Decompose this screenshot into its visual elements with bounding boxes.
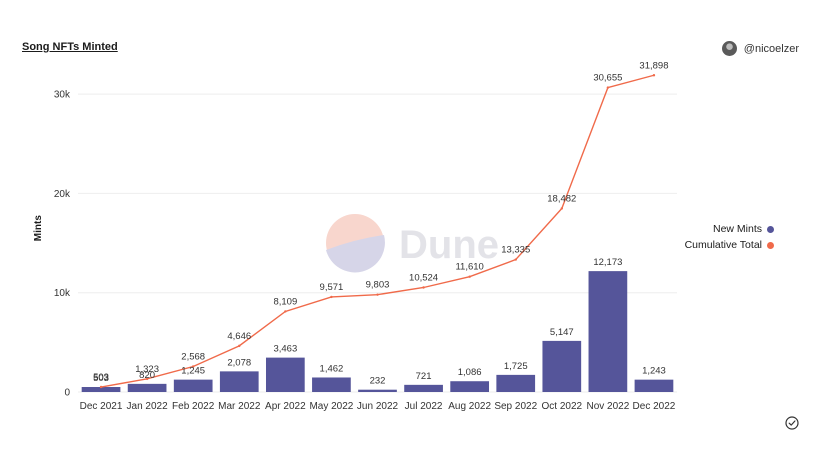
cumulative-value-label: 18,482 (547, 193, 576, 204)
cumulative-value-label: 8,109 (273, 296, 297, 307)
legend-item-cumulative-total[interactable]: Cumulative Total (685, 237, 774, 253)
bar-value-label: 1,245 (181, 366, 205, 377)
cumulative-point[interactable] (191, 365, 195, 368)
cumulative-point[interactable] (376, 293, 379, 296)
legend: New Mints Cumulative Total (685, 221, 774, 253)
cumulative-value-label: 503 (93, 372, 109, 383)
bar-new-mints[interactable] (496, 374, 536, 392)
bar-value-label: 3,463 (273, 344, 297, 355)
bar-value-label: 1,462 (320, 363, 344, 374)
cumulative-point[interactable] (468, 275, 471, 278)
bar-value-label: 1,243 (642, 366, 666, 377)
x-tick-label: Aug 2022 (448, 401, 491, 412)
bar-new-mints[interactable] (404, 384, 443, 392)
author-link[interactable]: @nicoelzer (721, 41, 799, 56)
legend-item-new-mints[interactable]: New Mints (685, 221, 774, 237)
cumulative-value-label: 10,524 (409, 272, 438, 283)
x-tick-label: Sep 2022 (494, 401, 537, 412)
bar-value-label: 1,086 (458, 367, 482, 378)
cumulative-value-label: 1,323 (135, 364, 159, 375)
x-tick-label: Jun 2022 (357, 401, 399, 412)
cumulative-point[interactable] (514, 258, 517, 261)
y-axis-label: Mints (33, 215, 44, 242)
x-tick-label: Jan 2022 (127, 401, 169, 412)
data-labels: 503 820 1,245 2,078 3,463 1,462 232 721 1,086 1,7… (93, 60, 668, 386)
cumulative-value-label: 2,568 (181, 351, 205, 362)
cumulative-line (99, 74, 656, 389)
legend-label-new-mints: New Mints (712, 223, 762, 235)
cumulative-point[interactable] (145, 377, 149, 381)
legend-dot-new-mints (767, 225, 774, 233)
bar-new-mints[interactable] (358, 389, 397, 392)
check-circle-icon[interactable] (785, 416, 799, 430)
bar-new-mints[interactable] (219, 371, 259, 392)
bar-value-label: 232 (370, 376, 386, 387)
cumulative-value-label: 31,898 (639, 60, 668, 71)
bar-value-label: 5,147 (550, 327, 574, 338)
y-tick-label: 30k (54, 90, 71, 101)
x-tick-label: Feb 2022 (172, 401, 215, 412)
new-mints-bars (81, 271, 674, 392)
x-tick-label: May 2022 (309, 401, 353, 412)
cumulative-value-label: 11,610 (455, 262, 483, 273)
cumulative-value-label: 9,803 (366, 280, 390, 291)
x-tick-label: Nov 2022 (586, 401, 629, 412)
legend-label-cumulative-total: Cumulative Total (684, 239, 762, 251)
bar-value-label: 721 (416, 371, 432, 382)
chart-title[interactable]: Song NFTs Minted (22, 41, 118, 53)
bar-new-mints[interactable] (127, 383, 167, 392)
bar-new-mints[interactable] (265, 357, 305, 392)
cumulative-point[interactable] (99, 385, 103, 389)
cumulative-point[interactable] (560, 207, 564, 210)
cumulative-point[interactable] (422, 286, 425, 289)
x-tick-label: Jul 2022 (405, 401, 443, 412)
bar-value-label: 1,725 (504, 361, 528, 372)
bar-new-mints[interactable] (81, 387, 121, 392)
cumulative-point[interactable] (238, 344, 241, 348)
cumulative-value-label: 4,646 (227, 331, 251, 342)
bar-new-mints[interactable] (173, 379, 213, 392)
bar-value-label: 2,078 (227, 357, 251, 368)
bar-new-mints[interactable] (588, 271, 628, 392)
x-tick-label: Oct 2022 (542, 401, 583, 412)
x-axis: Dec 2021 Jan 2022 Feb 2022 Mar 2022 Apr 2022… (80, 401, 676, 412)
x-tick-label: Apr 2022 (265, 401, 306, 412)
watermark-text: Dune (399, 223, 499, 267)
bar-new-mints[interactable] (542, 340, 582, 392)
x-tick-label: Mar 2022 (218, 401, 261, 412)
bar-new-mints[interactable] (634, 379, 674, 392)
cumulative-point[interactable] (606, 86, 610, 89)
y-tick-label: 0 (64, 388, 70, 399)
author-name: @nicoelzer (743, 42, 799, 55)
cumulative-point[interactable] (284, 310, 287, 313)
cumulative-value-label: 9,571 (320, 282, 344, 293)
cumulative-point[interactable] (652, 74, 656, 77)
x-tick-label: Dec 2022 (633, 401, 676, 412)
y-tick-label: 20k (54, 189, 71, 200)
cumulative-point[interactable] (330, 295, 333, 299)
watermark-logo-bottom (326, 235, 385, 273)
dune-watermark: Dune (326, 214, 499, 273)
legend-dot-cumulative-total (767, 241, 774, 249)
bar-value-label: 503 (93, 373, 109, 384)
bar-new-mints[interactable] (450, 381, 490, 392)
y-axis: 0 10k 20k 30k Mints (33, 90, 71, 399)
cumulative-value-label: 13,335 (501, 245, 530, 256)
bar-new-mints[interactable] (312, 377, 351, 392)
bar-value-label: 820 (139, 370, 155, 381)
x-tick-label: Dec 2021 (80, 401, 123, 412)
avatar (721, 41, 737, 56)
y-tick-label: 10k (54, 288, 71, 299)
cumulative-value-label: 30,655 (593, 73, 622, 84)
bar-value-label: 12,173 (593, 257, 622, 268)
